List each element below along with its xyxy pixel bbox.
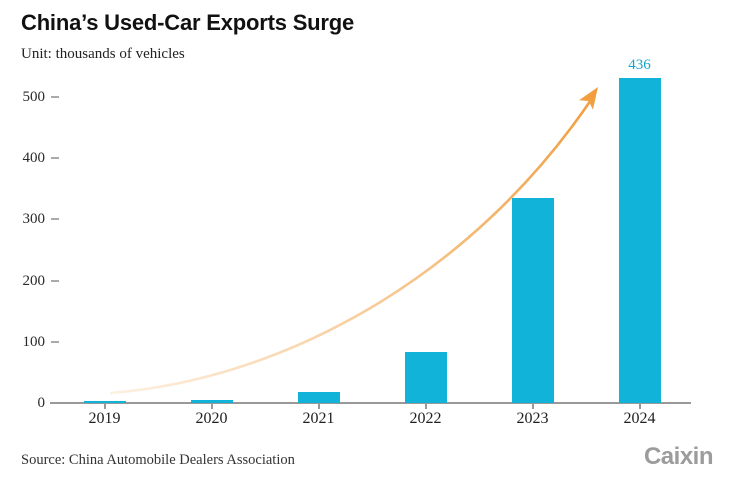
- x-axis-tick-mark: [424, 403, 427, 409]
- bar-2022: [404, 351, 447, 403]
- bar-2021: [297, 391, 340, 403]
- bar-2023: [511, 198, 554, 403]
- y-axis-tick-mark: [51, 279, 59, 282]
- unit-label: Unit: thousands of vehicles: [21, 46, 185, 62]
- data-label-2024: 436: [628, 57, 651, 73]
- bar-2024: [618, 78, 661, 403]
- y-axis-tick-label: 200: [22, 272, 46, 289]
- x-axis-label-2019: 2019: [88, 410, 121, 427]
- y-axis-tick-label: 500: [22, 89, 46, 105]
- x-axis-line: [50, 402, 691, 404]
- trend-arrow-head: [578, 87, 599, 110]
- x-axis-tick-mark: [210, 403, 213, 409]
- bar-2020: [190, 400, 233, 403]
- x-axis-label-2021: 2021: [302, 410, 335, 427]
- y-axis-tick-mark: [51, 218, 59, 221]
- y-axis-tick-mark: [51, 340, 59, 343]
- bar-2019: [83, 400, 126, 403]
- y-axis-tick-mark: [51, 157, 59, 160]
- x-axis-tick-mark: [103, 403, 106, 409]
- caixin-logo: Caixin: [643, 443, 714, 470]
- x-axis-label-2020: 2020: [195, 410, 228, 427]
- x-axis-label-2023: 2023: [516, 410, 549, 427]
- source-attribution: Source: China Automobile Dealers Associa…: [21, 452, 295, 468]
- y-axis-tick-mark: [51, 96, 59, 98]
- x-axis-label-2022: 2022: [409, 410, 442, 427]
- x-axis-tick-mark: [638, 403, 641, 409]
- y-axis-tick-label: 0: [37, 395, 46, 411]
- y-axis-tick-label: 400: [22, 150, 46, 167]
- x-axis-label-2024: 2024: [623, 410, 656, 427]
- x-axis-tick-mark: [531, 403, 534, 409]
- x-axis-tick-mark: [317, 403, 320, 409]
- y-axis-tick-label: 300: [22, 211, 46, 228]
- y-axis-tick-label: 100: [22, 333, 46, 350]
- chart-title: China’s Used-Car Exports Surge: [21, 10, 355, 35]
